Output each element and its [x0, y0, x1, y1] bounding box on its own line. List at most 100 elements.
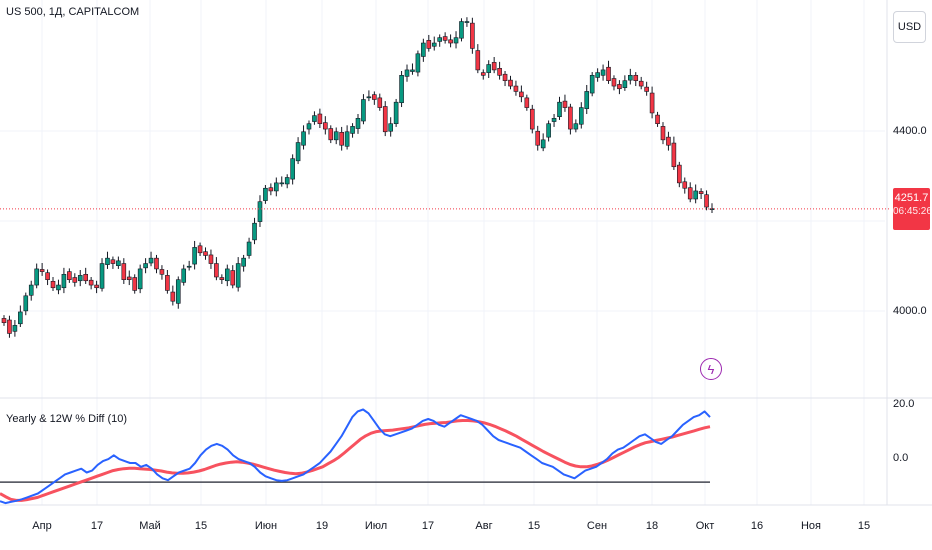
candle-down	[644, 86, 649, 92]
candle-up	[23, 295, 29, 312]
candle-down	[704, 194, 709, 208]
candle-up	[540, 139, 546, 149]
time-axis-label: 16	[750, 520, 764, 532]
candle-down	[513, 85, 519, 92]
candle-up	[246, 241, 252, 256]
candle-down	[317, 113, 323, 125]
time-axis-label: 17	[90, 520, 104, 532]
candle-up	[274, 182, 279, 192]
candle-down	[638, 80, 644, 87]
candle-up	[600, 69, 606, 76]
candle-down	[67, 271, 72, 280]
candle-down	[126, 276, 132, 280]
candle-up	[290, 158, 295, 180]
candle-up	[12, 325, 18, 332]
candle-down	[633, 74, 639, 81]
candle-down	[165, 275, 170, 291]
candle-up	[333, 131, 339, 141]
candle-up	[431, 42, 437, 47]
candle-up	[284, 177, 290, 185]
candle-up	[464, 21, 470, 23]
time-axis-label: Май	[139, 520, 161, 532]
time-axis-label: 18	[645, 520, 659, 532]
candle-up	[34, 268, 39, 286]
candle-down	[426, 40, 432, 49]
candle-up	[589, 74, 595, 94]
candle-down	[671, 142, 677, 168]
candle-down	[519, 91, 524, 98]
candle-up	[350, 126, 355, 134]
candle-up	[573, 123, 579, 130]
candle-down	[470, 22, 475, 49]
candle-down	[83, 273, 88, 282]
candle-down	[94, 284, 99, 289]
candle-down	[328, 128, 334, 141]
candle-up	[628, 74, 633, 81]
candle-down	[121, 263, 127, 280]
candle-down	[687, 187, 693, 200]
candle-up	[28, 284, 34, 296]
candle-up	[295, 142, 301, 162]
candle-down	[197, 245, 203, 254]
candle-up	[143, 263, 148, 269]
candle-down	[72, 277, 78, 283]
candle-up	[235, 263, 241, 288]
candle-up	[366, 96, 372, 99]
candle-down	[682, 181, 688, 189]
candle-down	[491, 62, 497, 71]
candle-up	[546, 123, 551, 138]
candle-up	[61, 273, 67, 289]
candle-down	[39, 269, 45, 272]
time-axis-label: Сен	[586, 520, 608, 532]
candle-down	[649, 92, 655, 114]
candle-up	[263, 187, 268, 201]
candle-down	[203, 251, 208, 256]
candle-up	[486, 64, 492, 73]
candle-down	[154, 257, 159, 270]
candle-up	[99, 263, 105, 289]
symbol-title: US 500, 1Д, CAPITALCOM	[6, 6, 140, 18]
candle-down	[45, 272, 50, 280]
candle-up	[410, 69, 415, 72]
candle-up	[355, 118, 361, 129]
candle-down	[372, 94, 377, 100]
candle-up	[312, 115, 317, 122]
price-label-4000: 4000.0	[893, 305, 927, 317]
candle-down	[535, 130, 541, 146]
time-axis-label: Апр	[32, 520, 52, 532]
candle-down	[475, 50, 481, 71]
candle-up	[693, 190, 698, 200]
candle-up	[257, 201, 263, 222]
candle-down	[508, 79, 513, 87]
candle-down	[219, 277, 225, 280]
candle-down	[132, 277, 138, 291]
candle-up	[18, 311, 23, 325]
candle-up	[595, 72, 600, 78]
candle-up	[453, 37, 459, 44]
candle-down	[529, 108, 535, 130]
candle-up	[224, 268, 230, 282]
candle-up	[252, 222, 257, 241]
candle-up	[306, 123, 312, 130]
time-axis-label: 19	[315, 520, 329, 532]
candle-down	[7, 319, 12, 334]
candle-up	[148, 257, 154, 264]
candle-up	[192, 247, 197, 265]
candle-down	[448, 39, 453, 44]
candle-down	[110, 259, 116, 264]
candle-up	[175, 279, 181, 304]
time-axis-label: Окт	[695, 520, 715, 532]
candle-up	[404, 69, 410, 77]
candle-down	[170, 291, 176, 302]
current-price: 4251.7	[894, 192, 929, 204]
candle-down	[339, 132, 344, 146]
time-axis-label: Июл	[364, 520, 388, 532]
indicator-axis-label-0: 0.0	[893, 452, 909, 464]
candle-up	[399, 74, 404, 104]
currency-button[interactable]: USD	[893, 11, 926, 43]
candle-down	[617, 84, 622, 90]
lightning-icon[interactable]: ϟ	[700, 358, 722, 380]
candle-up	[301, 131, 306, 146]
